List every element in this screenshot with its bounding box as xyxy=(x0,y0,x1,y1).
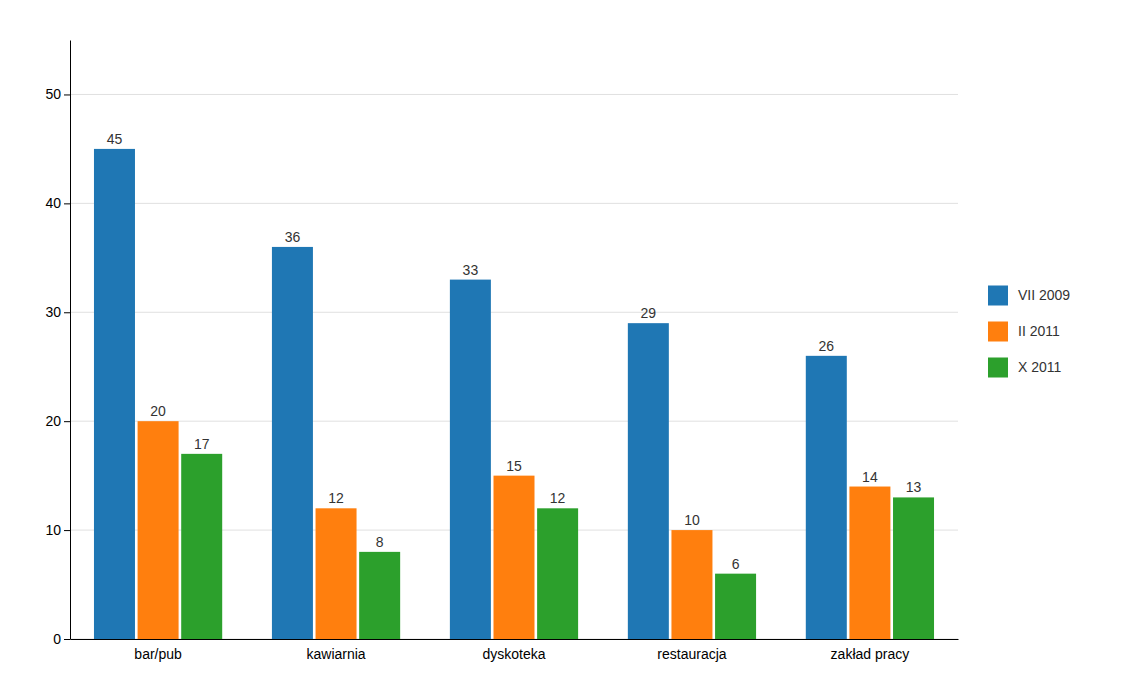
data-label: 17 xyxy=(194,436,210,452)
data-label: 29 xyxy=(641,305,657,321)
legend-item: II 2011 xyxy=(988,322,1060,342)
x-tick-label: kawiarnia xyxy=(306,646,365,662)
bar xyxy=(494,476,535,639)
y-tick: 30 xyxy=(45,304,70,320)
x-tick: dyskoteka xyxy=(482,646,545,662)
y-tick-label: 40 xyxy=(45,195,61,211)
y-tick-label: 30 xyxy=(45,304,61,320)
plot-area: 45 36 33 29 26 20 12 15 10 14 17 8 12 6 13 0 10 20 30 40 50 b… xyxy=(45,41,958,662)
legend: VII 2009 II 2011 X 2011 xyxy=(988,286,1070,378)
data-label: 12 xyxy=(328,490,344,506)
bar xyxy=(537,508,578,639)
y-tick: 10 xyxy=(45,522,70,538)
x-axis-line xyxy=(71,639,959,640)
y-tick-label: 10 xyxy=(45,522,61,538)
legend-item: X 2011 xyxy=(988,358,1062,378)
x-tick-label: zakład pracy xyxy=(831,646,910,662)
y-tick: 50 xyxy=(45,86,70,102)
bar xyxy=(628,323,669,639)
x-tick: zakład pracy xyxy=(831,646,910,662)
data-label: 10 xyxy=(684,512,700,528)
y-tick-mark xyxy=(64,94,70,95)
data-label: 20 xyxy=(150,403,166,419)
bar xyxy=(94,149,135,639)
chart-svg: 45 36 33 29 26 20 12 15 10 14 17 8 12 6 13 0 10 20 30 40 50 b… xyxy=(0,0,1148,699)
chart-container: 45 36 33 29 26 20 12 15 10 14 17 8 12 6 13 0 10 20 30 40 50 b… xyxy=(0,0,1148,699)
grid-line xyxy=(70,94,958,95)
y-tick-label: 20 xyxy=(45,413,61,429)
y-tick-label: 0 xyxy=(53,631,61,647)
y-axis-line xyxy=(70,41,71,640)
y-tick: 20 xyxy=(45,413,70,429)
grid-line xyxy=(70,312,958,313)
grid-line xyxy=(70,203,958,204)
legend-swatch xyxy=(988,286,1008,306)
y-tick-label: 50 xyxy=(45,86,61,102)
data-label: 14 xyxy=(862,469,878,485)
x-axis: bar/pub kawiarnia dyskoteka restauracja zakł… xyxy=(71,640,959,662)
bars xyxy=(94,149,934,639)
bar xyxy=(893,497,934,639)
data-label: 6 xyxy=(732,556,740,572)
data-label: 26 xyxy=(819,338,835,354)
y-tick: 0 xyxy=(53,631,70,647)
legend-swatch xyxy=(988,322,1008,342)
bar xyxy=(849,487,890,639)
legend-swatch xyxy=(988,358,1008,378)
x-tick: bar/pub xyxy=(134,646,182,662)
data-label: 15 xyxy=(506,458,522,474)
bar xyxy=(359,552,400,639)
bar-series xyxy=(94,149,847,639)
y-axis: 0 10 20 30 40 50 xyxy=(45,41,70,647)
legend-label: VII 2009 xyxy=(1018,287,1070,303)
x-tick: restauracja xyxy=(657,646,726,662)
bar xyxy=(715,574,756,639)
y-tick-mark xyxy=(64,312,70,313)
data-label: 45 xyxy=(107,131,123,147)
bar xyxy=(806,356,847,639)
y-tick-mark xyxy=(64,530,70,531)
bar-series xyxy=(181,454,934,639)
bar xyxy=(181,454,222,639)
bar xyxy=(138,421,179,639)
bar xyxy=(272,247,313,639)
data-labels: 45 36 33 29 26 20 12 15 10 14 17 8 12 6 13 xyxy=(107,131,922,572)
bar-series xyxy=(138,421,891,639)
y-tick-mark xyxy=(64,639,70,640)
legend-item: VII 2009 xyxy=(988,286,1070,306)
y-tick: 40 xyxy=(45,195,70,211)
y-tick-mark xyxy=(64,203,70,204)
bar xyxy=(450,280,491,639)
bar xyxy=(316,508,357,639)
x-tick-label: dyskoteka xyxy=(482,646,545,662)
x-tick-label: bar/pub xyxy=(134,646,182,662)
data-label: 13 xyxy=(906,479,922,495)
x-tick-label: restauracja xyxy=(657,646,726,662)
grid xyxy=(70,94,958,639)
data-label: 33 xyxy=(463,262,479,278)
data-label: 8 xyxy=(376,534,384,550)
bar xyxy=(671,530,712,639)
legend-label: II 2011 xyxy=(1018,323,1060,339)
data-label: 36 xyxy=(285,229,301,245)
y-tick-mark xyxy=(64,421,70,422)
data-label: 12 xyxy=(550,490,566,506)
legend-label: X 2011 xyxy=(1018,359,1062,375)
x-tick: kawiarnia xyxy=(306,646,365,662)
